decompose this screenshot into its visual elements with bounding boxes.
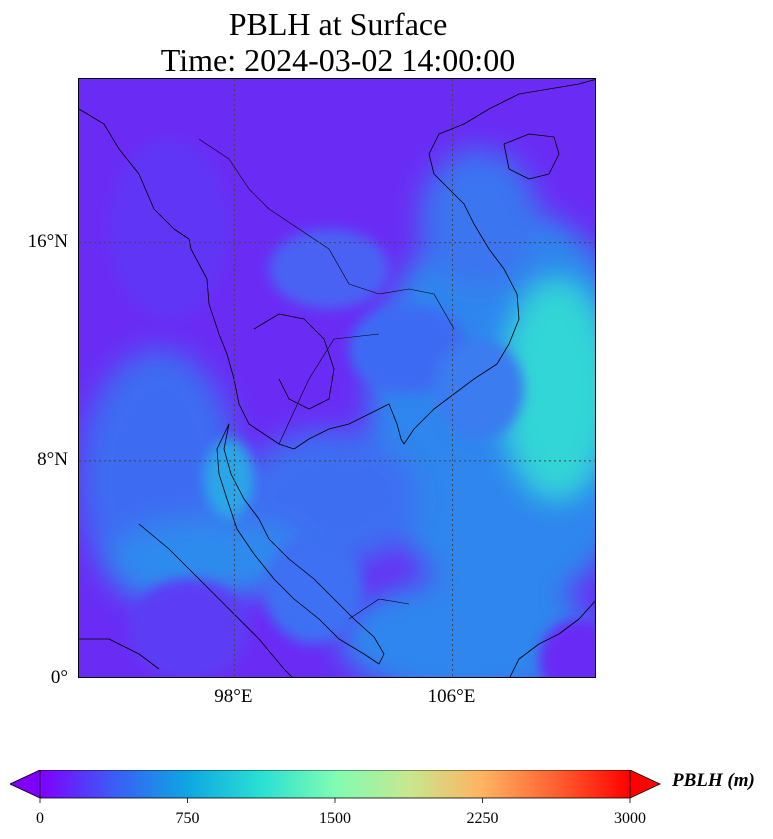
- coastline-malay-peninsula: [216, 423, 385, 665]
- lon-tick-label: 98°E: [214, 686, 253, 707]
- coastline-indochina: [79, 79, 595, 450]
- lat-tick-label: 8°N: [37, 448, 68, 470]
- colorbar-tick-label: 0: [36, 810, 44, 827]
- field-tonkin: [419, 149, 539, 289]
- colorbar-bar: [39, 770, 631, 799]
- field-isthmus: [204, 439, 254, 519]
- gridlines: [79, 79, 595, 677]
- colorbar-tick-label: 3000: [614, 810, 646, 827]
- lat-tick-label: 16°N: [27, 230, 68, 252]
- coastline-sumatra: [79, 523, 293, 677]
- lon-tick-label: 106°E: [427, 686, 476, 707]
- colorbar-extend-high: [629, 770, 661, 799]
- field-vietnam-south: [434, 339, 524, 439]
- colorbar-tick-label: 2250: [466, 810, 499, 827]
- coastline-gulf-thailand: [253, 313, 335, 410]
- map-panel[interactable]: [78, 78, 596, 678]
- colorbar: [10, 770, 661, 803]
- coastline-borneo: [509, 600, 595, 677]
- border-countries: [198, 138, 455, 620]
- field-sumatra-coast: [109, 519, 309, 599]
- pblh-map: [79, 79, 595, 677]
- map-title: PBLH at Surface: [228, 6, 448, 42]
- colorbar-tick-label: 750: [175, 810, 200, 827]
- colorbar-tick-label: 1500: [319, 810, 351, 827]
- field-java-sea: [339, 579, 595, 677]
- field-malay: [264, 534, 364, 644]
- field-borneo: [539, 619, 595, 677]
- lat-tick-label: 0°: [50, 667, 68, 688]
- field-max-offshore: [502, 279, 595, 499]
- colorbar-extend-low: [10, 770, 41, 799]
- coastline-hainan: [503, 133, 560, 180]
- field-sumatra: [129, 579, 249, 677]
- map-time: Time: 2024-03-02 14:00:00: [160, 42, 516, 78]
- field-laos: [269, 229, 389, 309]
- coastlines: [79, 79, 595, 677]
- colorbar-label: PBLH (m): [672, 770, 755, 791]
- field-myanmar: [109, 139, 229, 319]
